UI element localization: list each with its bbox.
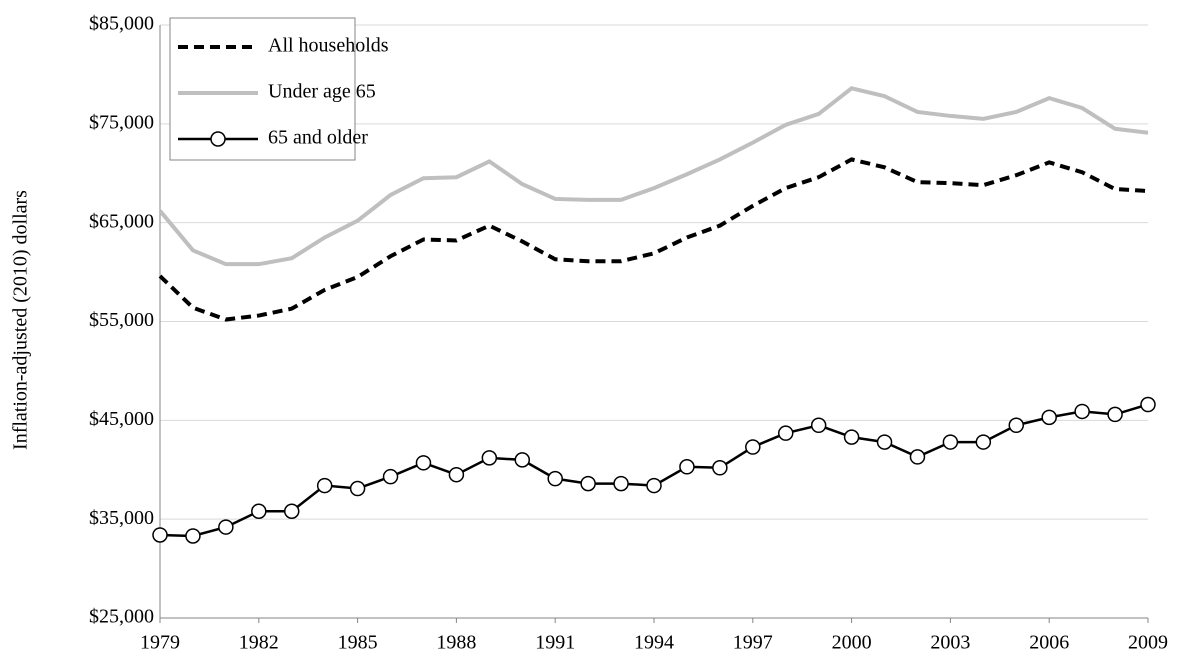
- data-point: [1107, 406, 1123, 423]
- y-tick-label: $45,000: [89, 408, 154, 430]
- y-axis-label: Inflation-adjusted (2010) dollars: [10, 190, 32, 450]
- x-tick-label: 2009: [1128, 632, 1168, 654]
- data-point: [218, 519, 234, 535]
- legend-label: 65 and older: [268, 127, 368, 149]
- data-point: [1008, 417, 1025, 434]
- data-point: [777, 425, 794, 441]
- data-point: [679, 459, 695, 475]
- data-point: [1041, 409, 1057, 426]
- data-point: [185, 528, 201, 544]
- x-tick-label: 2003: [930, 632, 970, 654]
- series-line: [158, 157, 1149, 322]
- data-point: [942, 434, 959, 450]
- data-point: [514, 452, 531, 468]
- y-tick-label: $85,000: [89, 13, 154, 35]
- data-point: [283, 503, 300, 520]
- x-tick-label: 1994: [634, 632, 674, 654]
- x-tick-label: 2000: [832, 632, 872, 654]
- x-tick-label: 1982: [239, 632, 279, 654]
- data-point: [810, 417, 827, 434]
- data-point: [382, 468, 399, 485]
- y-tick-label: $65,000: [89, 210, 154, 232]
- y-tick-label: $35,000: [89, 507, 154, 529]
- x-tick-label: 1997: [733, 632, 773, 654]
- x-tick-label: 1988: [436, 632, 476, 654]
- legend-marker: [210, 131, 226, 147]
- y-tick-label: $75,000: [89, 111, 154, 133]
- data-point: [316, 477, 333, 494]
- data-point: [547, 470, 563, 487]
- series-line: [159, 403, 1149, 538]
- data-point: [1074, 403, 1090, 420]
- data-point: [152, 527, 168, 543]
- legend-label: Under age 65: [268, 81, 376, 103]
- y-tick-label: $25,000: [89, 606, 154, 628]
- data-point: [613, 475, 629, 492]
- legend-label: All households: [268, 35, 389, 57]
- data-point: [909, 449, 926, 465]
- x-tick-label: 1979: [140, 632, 180, 654]
- data-point: [843, 429, 860, 445]
- data-point: [712, 460, 728, 476]
- x-tick-label: 1991: [535, 632, 575, 654]
- x-tick-label: 2006: [1029, 632, 1069, 654]
- data-point: [349, 480, 366, 497]
- data-point: [1140, 396, 1156, 413]
- data-point: [481, 450, 498, 466]
- data-point: [646, 477, 662, 494]
- data-point: [415, 455, 432, 471]
- series-line: [158, 86, 1149, 267]
- data-point: [448, 466, 465, 483]
- data-point: [745, 439, 761, 455]
- data-point: [580, 475, 596, 492]
- legend-box: [169, 17, 356, 161]
- y-tick-label: $55,000: [89, 309, 154, 331]
- data-point: [975, 434, 992, 450]
- data-point: [251, 503, 267, 520]
- data-point: [876, 434, 893, 450]
- x-tick-label: 1985: [338, 632, 378, 654]
